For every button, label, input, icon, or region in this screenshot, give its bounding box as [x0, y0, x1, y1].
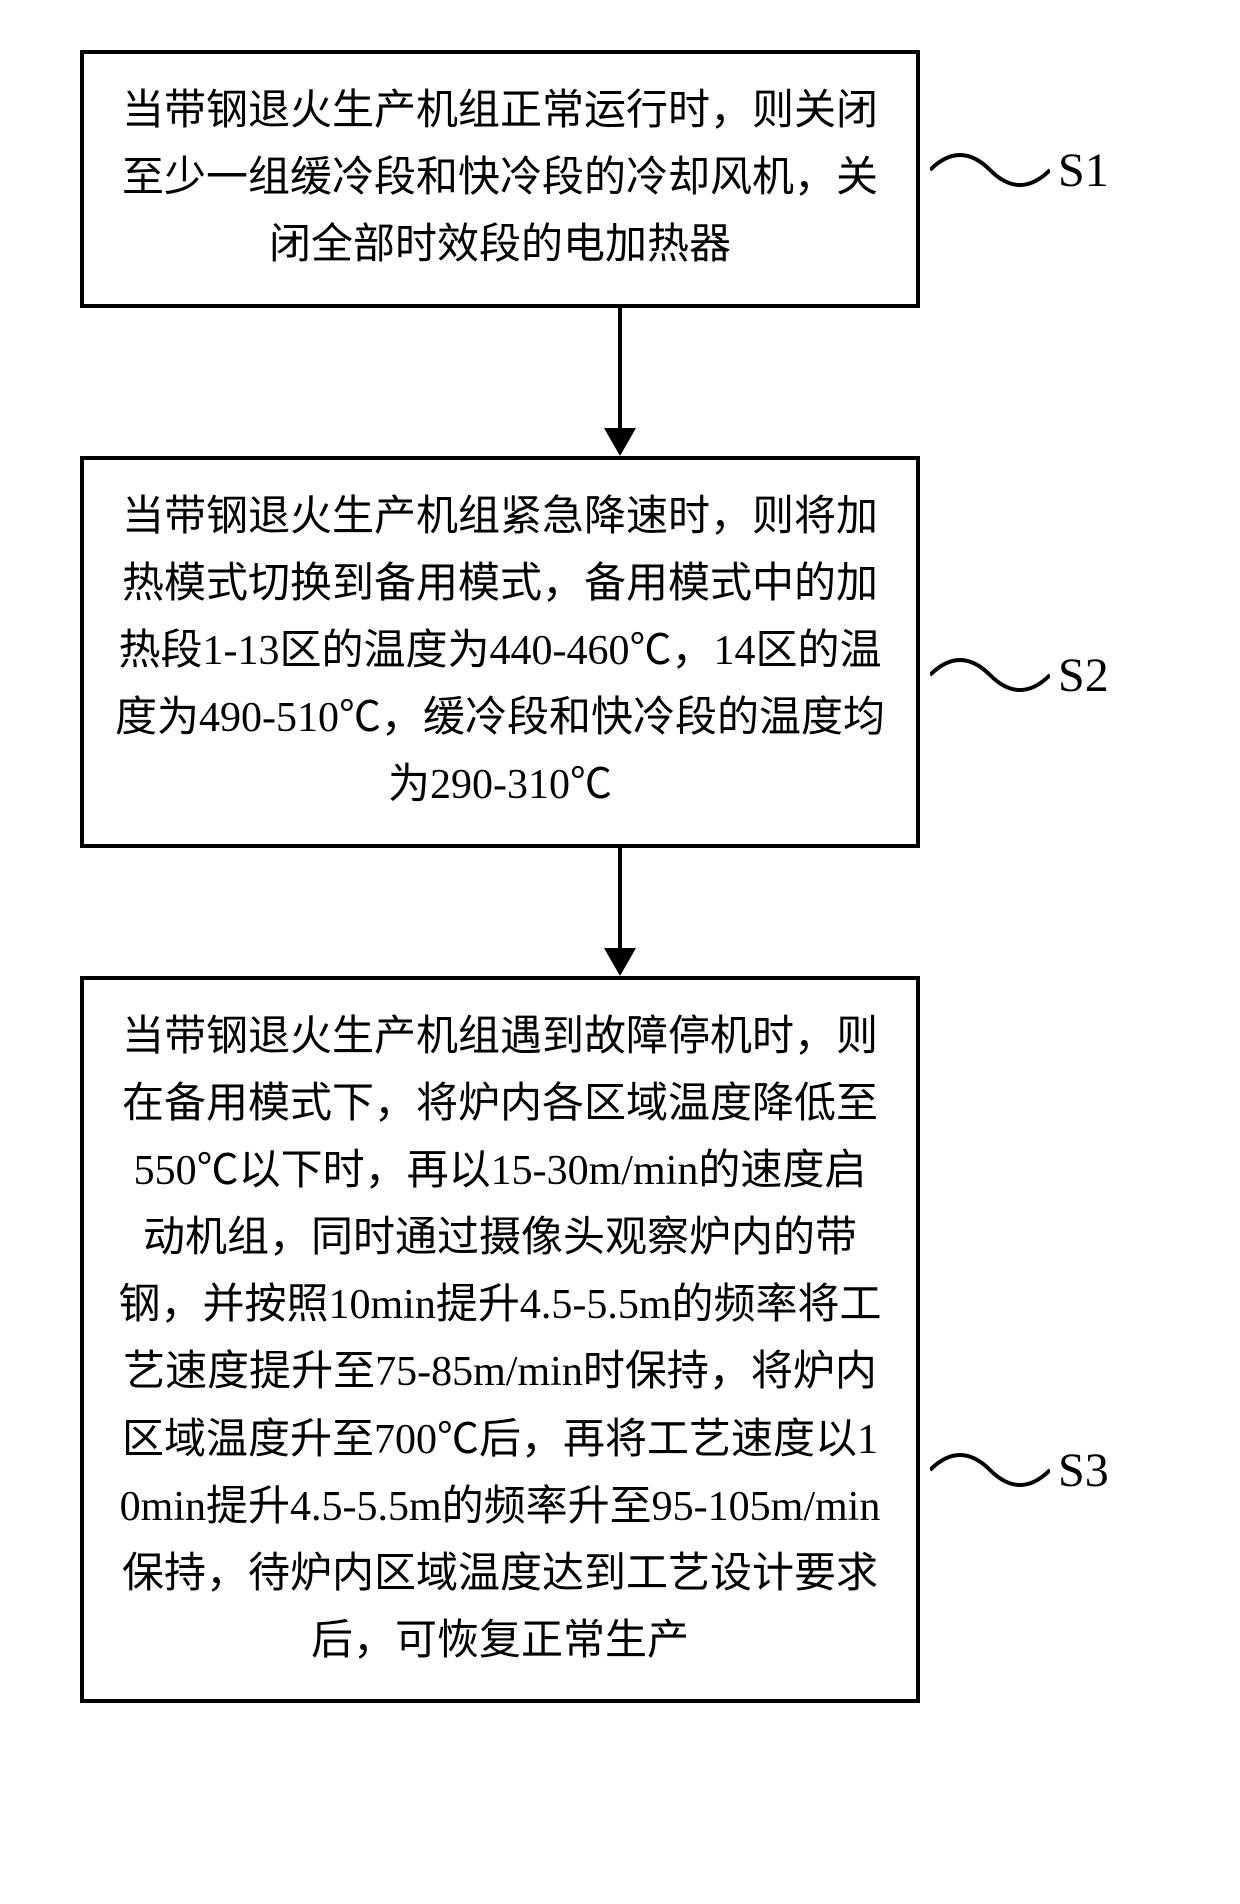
- step-box-s2: 当带钢退火生产机组紧急降速时，则将加热模式切换到备用模式，备用模式中的加热段1-…: [80, 456, 920, 848]
- label-curve-icon: [930, 140, 1050, 200]
- label-curve-icon: [930, 645, 1050, 705]
- arrow-s2-s3: [200, 848, 1040, 976]
- arrow-line: [618, 848, 622, 948]
- step-label-s1: S1: [1058, 143, 1109, 198]
- step-text-s3: 当带钢退火生产机组遇到故障停机时，则在备用模式下，将炉内各区域温度降低至550℃…: [114, 1004, 886, 1676]
- arrow-s1-s2: [200, 308, 1040, 456]
- step-label-s2: S2: [1058, 648, 1109, 703]
- label-connector-s1: S1: [930, 140, 1109, 200]
- step-label-s3: S3: [1058, 1443, 1109, 1498]
- step-box-s3: 当带钢退火生产机组遇到故障停机时，则在备用模式下，将炉内各区域温度降低至550℃…: [80, 976, 920, 1704]
- arrow-line: [618, 308, 622, 428]
- label-curve-icon: [930, 1440, 1050, 1500]
- label-connector-s2: S2: [930, 645, 1109, 705]
- step-box-s1: 当带钢退火生产机组正常运行时，则关闭至少一组缓冷段和快冷段的冷却风机，关闭全部时…: [80, 50, 920, 308]
- step-text-s2: 当带钢退火生产机组紧急降速时，则将加热模式切换到备用模式，备用模式中的加热段1-…: [114, 484, 886, 820]
- label-connector-s3: S3: [930, 1440, 1109, 1500]
- arrow-head: [604, 948, 636, 976]
- arrow-head: [604, 428, 636, 456]
- step-text-s1: 当带钢退火生产机组正常运行时，则关闭至少一组缓冷段和快冷段的冷却风机，关闭全部时…: [114, 78, 886, 280]
